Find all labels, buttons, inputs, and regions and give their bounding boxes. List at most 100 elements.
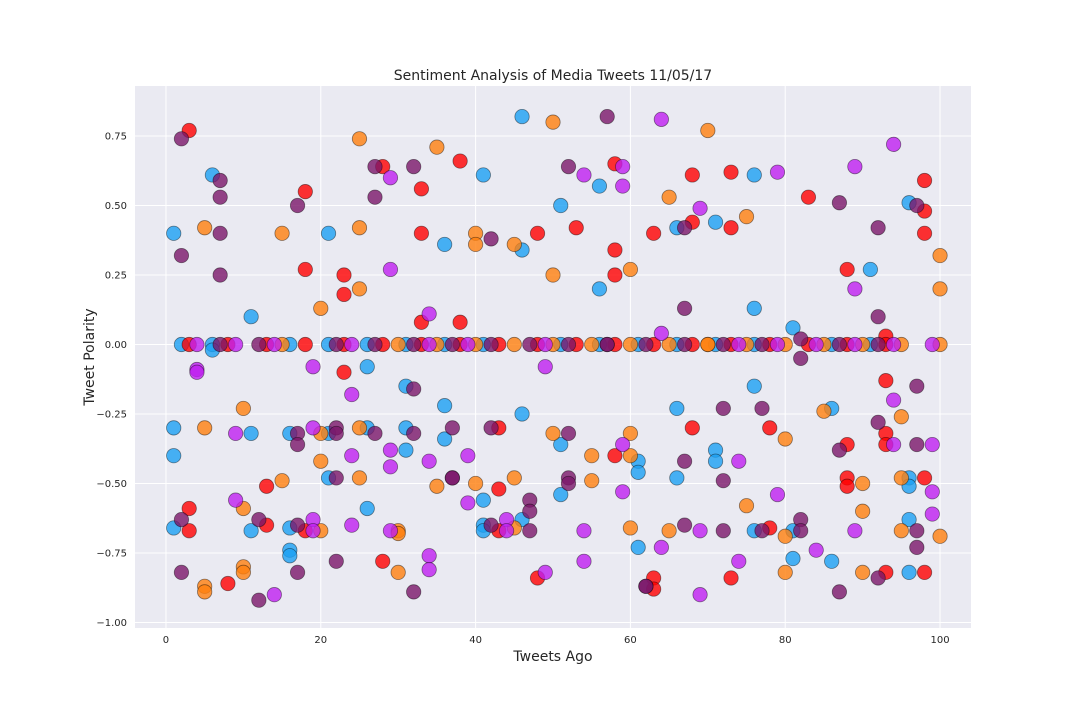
data-point	[909, 197, 925, 214]
data-point	[661, 523, 677, 539]
x-tick-label: 100	[930, 635, 949, 646]
data-point	[406, 381, 422, 397]
data-point	[576, 167, 592, 183]
data-point	[483, 420, 499, 436]
data-point	[676, 517, 693, 533]
data-point	[266, 587, 282, 603]
data-point	[831, 336, 848, 353]
data-point	[591, 281, 608, 297]
data-point	[816, 403, 832, 419]
data-point	[266, 336, 282, 353]
data-point	[390, 336, 406, 353]
data-point	[243, 309, 259, 325]
data-point	[862, 261, 878, 278]
data-point	[382, 523, 399, 539]
data-point	[336, 364, 352, 380]
x-tick-label: 60	[624, 635, 637, 646]
data-point	[351, 470, 368, 486]
data-point	[870, 309, 886, 325]
data-point	[932, 281, 948, 297]
data-point	[893, 470, 909, 486]
data-point	[367, 336, 383, 353]
data-point	[615, 436, 631, 453]
data-point	[615, 178, 631, 194]
data-point	[328, 470, 344, 486]
data-point	[467, 236, 484, 253]
data-point	[367, 159, 383, 175]
data-point	[731, 553, 747, 569]
data-point	[847, 159, 863, 175]
data-point	[839, 261, 855, 278]
data-point	[599, 108, 615, 125]
data-point	[344, 448, 360, 464]
data-point	[754, 400, 770, 417]
data-point	[916, 172, 933, 189]
data-point	[731, 336, 747, 353]
data-point	[746, 378, 762, 394]
data-point	[746, 167, 762, 183]
data-point	[653, 539, 669, 555]
data-point	[413, 225, 430, 241]
data-point	[723, 220, 739, 236]
data-point	[878, 373, 894, 389]
data-point	[715, 523, 731, 539]
data-point	[909, 539, 925, 555]
y-tick-label: −0.75	[96, 548, 127, 559]
data-point	[289, 564, 306, 581]
data-point	[653, 325, 669, 341]
x-tick-label: 40	[469, 635, 482, 646]
data-point	[344, 336, 360, 353]
data-point	[777, 528, 793, 544]
data-point	[305, 420, 321, 436]
data-point	[738, 209, 755, 225]
y-tick-label: −0.50	[96, 479, 127, 490]
data-point	[754, 336, 770, 353]
data-point	[800, 189, 817, 205]
data-point	[421, 562, 437, 578]
data-point	[421, 306, 437, 322]
data-point	[885, 136, 902, 152]
data-point	[212, 267, 228, 283]
x-axis-label: Tweets Ago	[512, 649, 592, 665]
data-point	[924, 436, 940, 453]
data-point	[390, 564, 406, 581]
data-point	[406, 159, 422, 175]
data-point	[692, 523, 708, 539]
data-point	[676, 453, 693, 469]
data-point	[444, 420, 460, 436]
data-point	[584, 336, 600, 353]
data-point	[406, 336, 422, 353]
data-point	[351, 131, 368, 147]
data-point	[506, 236, 522, 253]
data-point	[398, 442, 414, 458]
data-point	[793, 350, 809, 366]
data-point	[669, 470, 685, 486]
data-point	[305, 523, 321, 539]
data-point	[560, 159, 577, 175]
data-point	[893, 409, 909, 425]
data-point	[653, 111, 669, 127]
data-point	[483, 231, 499, 247]
data-point	[738, 498, 755, 514]
data-point	[839, 478, 855, 494]
data-point	[847, 336, 863, 353]
data-point	[855, 564, 871, 581]
x-tick-label: 0	[163, 635, 169, 646]
x-tick-label: 80	[779, 635, 792, 646]
data-point	[909, 523, 925, 539]
data-point	[483, 336, 499, 353]
data-point	[297, 336, 313, 353]
data-point	[560, 425, 577, 442]
data-point	[460, 495, 476, 511]
data-point	[785, 550, 801, 567]
data-point	[885, 436, 902, 453]
data-point	[715, 336, 731, 353]
data-point	[700, 336, 716, 353]
data-point	[336, 286, 352, 303]
data-point	[444, 336, 460, 353]
data-point	[336, 267, 352, 283]
data-point	[793, 523, 809, 539]
data-point	[522, 523, 538, 539]
data-point	[189, 364, 205, 380]
data-point	[924, 506, 940, 522]
